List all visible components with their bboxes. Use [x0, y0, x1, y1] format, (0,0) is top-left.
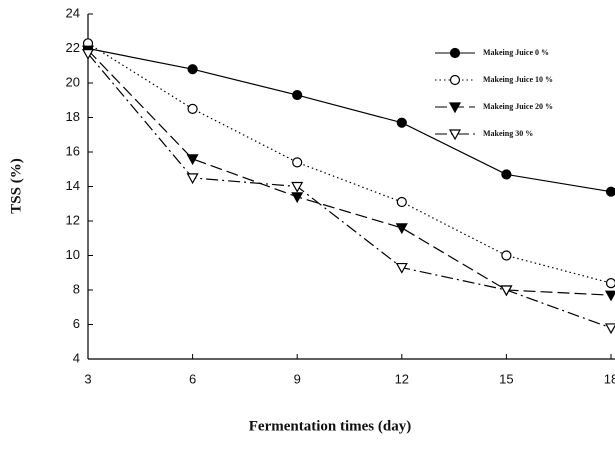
legend-label: Makeing 30 % [483, 129, 533, 138]
x-tick-label: 3 [84, 371, 91, 386]
y-tick-label: 20 [66, 74, 80, 89]
legend-marker [449, 74, 461, 86]
x-tick-label: 15 [499, 371, 513, 386]
y-tick-label: 6 [73, 316, 80, 331]
data-point [604, 323, 615, 335]
legend-marker [449, 47, 461, 59]
y-tick-label: 24 [66, 5, 80, 20]
y-axis-title: TSS (%) [8, 158, 24, 213]
y-tick-label: 16 [66, 143, 80, 158]
series-line [87, 53, 612, 329]
data-point [396, 117, 407, 128]
series-line [87, 49, 612, 296]
data-point [500, 285, 513, 297]
y-tick-label: 4 [73, 350, 80, 365]
y-tick-label: 10 [66, 247, 80, 262]
data-point [395, 223, 408, 235]
x-axis-title: Fermentation times (day) [249, 418, 411, 434]
data-point [186, 173, 199, 185]
data-point [186, 154, 199, 166]
x-tick-label: 18 [604, 371, 615, 386]
data-point [292, 89, 303, 101]
x-tick-label: 6 [189, 371, 196, 386]
data-point [395, 262, 408, 274]
legend-marker [448, 129, 462, 141]
legend-label: Makeing Juice 10 % [483, 75, 553, 84]
y-tick-label: 12 [66, 212, 80, 227]
data-point [187, 64, 198, 75]
data-point [605, 278, 615, 289]
x-tick-label: 12 [395, 371, 409, 386]
legend-label: Makeing Juice 0 % [483, 48, 549, 57]
y-tick-label: 8 [73, 281, 80, 296]
legend-marker [448, 102, 462, 114]
y-tick-label: 22 [66, 40, 80, 55]
data-point [187, 103, 198, 114]
y-tick-label: 18 [66, 109, 80, 124]
data-point [81, 49, 95, 60]
data-point [291, 192, 304, 204]
data-point [396, 196, 407, 208]
data-point [292, 157, 303, 168]
y-tick-label: 14 [66, 178, 80, 193]
data-point [501, 169, 512, 180]
data-point [604, 290, 615, 302]
data-point [501, 250, 512, 261]
data-point [291, 181, 304, 193]
legend-label: Makeing Juice 20 % [483, 102, 553, 111]
series-line [87, 47, 612, 193]
x-tick-label: 9 [294, 371, 301, 386]
data-point [605, 186, 615, 197]
